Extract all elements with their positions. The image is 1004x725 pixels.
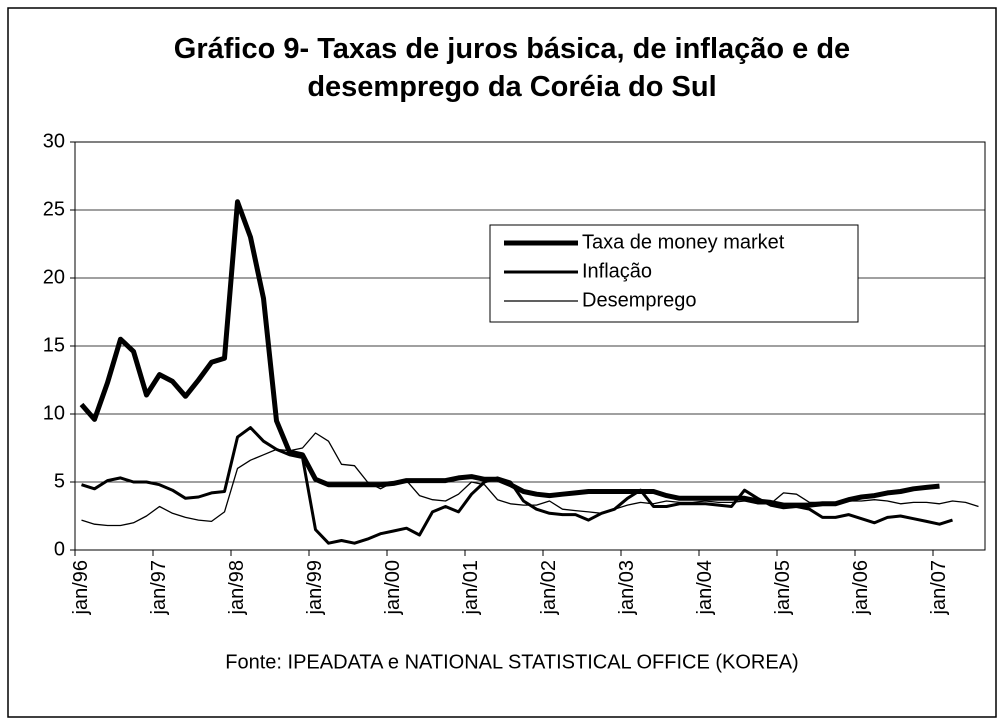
y-tick-label: 0 xyxy=(54,538,65,560)
legend-label: Taxa de money market xyxy=(582,231,785,253)
x-tick-label: jan/06 xyxy=(850,560,872,616)
x-tick-label: jan/07 xyxy=(928,560,950,616)
x-tick-label: jan/97 xyxy=(148,560,170,616)
y-tick-label: 15 xyxy=(43,334,65,356)
y-tick-label: 25 xyxy=(43,198,65,220)
y-tick-label: 30 xyxy=(43,130,65,152)
series-line xyxy=(81,432,979,527)
x-tick-label: jan/01 xyxy=(460,560,482,616)
legend-label: Desemprego xyxy=(582,289,697,311)
x-tick-label: jan/98 xyxy=(226,560,248,616)
source-note: Fonte: IPEADATA e NATIONAL STATISTICAL O… xyxy=(225,651,798,673)
x-tick-label: jan/96 xyxy=(70,560,92,616)
x-tick-label: jan/04 xyxy=(694,560,716,616)
chart-border xyxy=(7,7,997,718)
x-tick-label: jan/00 xyxy=(382,560,404,616)
x-tick-label: jan/03 xyxy=(616,560,638,616)
y-tick-label: 20 xyxy=(43,266,65,288)
x-tick-label: jan/99 xyxy=(304,560,326,616)
series-line xyxy=(81,426,953,545)
x-tick-label: jan/05 xyxy=(772,560,794,616)
y-tick-label: 10 xyxy=(43,402,65,424)
plot-frame xyxy=(74,141,986,551)
y-tick-label: 5 xyxy=(54,470,65,492)
legend-label: Inflação xyxy=(582,260,652,282)
chart-title: Gráfico 9- Taxas de juros básica, de inf… xyxy=(173,33,851,103)
x-tick-label: jan/02 xyxy=(538,560,560,616)
